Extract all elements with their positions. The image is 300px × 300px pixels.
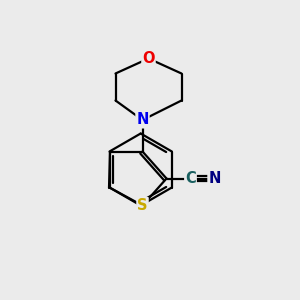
Text: S: S (137, 198, 148, 213)
Text: N: N (136, 112, 149, 128)
Text: C: C (185, 171, 196, 186)
Text: N: N (208, 171, 221, 186)
Text: O: O (142, 51, 155, 66)
